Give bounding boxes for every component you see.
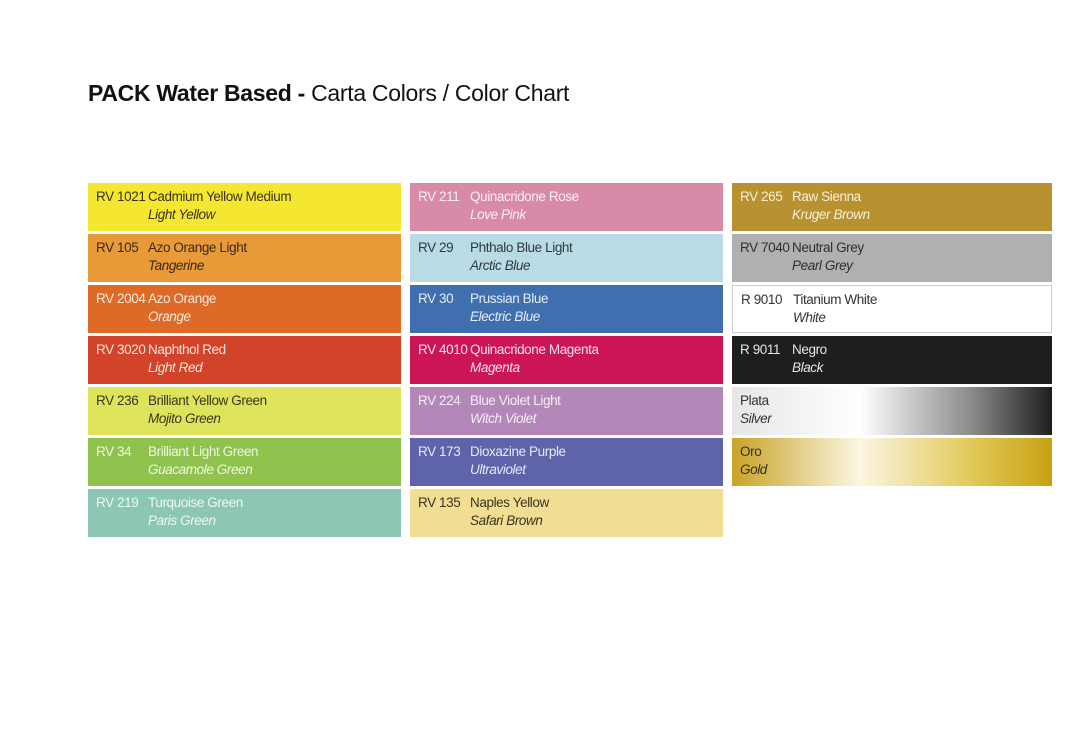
swatch-alias: Safari Brown xyxy=(470,513,543,528)
swatch-alias: Mojito Green xyxy=(148,411,221,426)
swatch-name: Phthalo Blue Light xyxy=(470,240,573,255)
swatch-code: RV 34 xyxy=(96,444,132,459)
swatch: RV 7040 Neutral Grey Pearl Grey xyxy=(732,234,1052,282)
swatch-name: Negro xyxy=(792,342,827,357)
swatch-alias: Orange xyxy=(148,309,191,324)
swatch: R 9011 Negro Black xyxy=(732,336,1052,384)
swatch-name: Neutral Grey xyxy=(792,240,864,255)
swatch-name: Blue Violet Light xyxy=(470,393,561,408)
swatch-code: Oro xyxy=(740,444,762,459)
swatch: RV 3020 Naphthol Red Light Red xyxy=(88,336,401,384)
swatch-name: Raw Sienna xyxy=(792,189,861,204)
swatch: Plata Silver xyxy=(732,387,1052,435)
swatch-code: RV 135 xyxy=(418,495,461,510)
swatch-alias: Guacamole Green xyxy=(148,462,253,477)
swatch-code: RV 30 xyxy=(418,291,454,306)
swatch: RV 224 Blue Violet Light Witch Violet xyxy=(410,387,723,435)
swatch-code: RV 7040 xyxy=(740,240,790,255)
swatch-code: RV 1021 xyxy=(96,189,146,204)
swatch: RV 265 Raw Sienna Kruger Brown xyxy=(732,183,1052,231)
swatch-code: RV 211 xyxy=(418,189,460,204)
swatch-alias: Pearl Grey xyxy=(792,258,853,273)
swatch-name: Naphthol Red xyxy=(148,342,226,357)
swatch-code: RV 105 xyxy=(96,240,139,255)
swatch-code: R 9010 xyxy=(741,292,783,307)
swatch-code: RV 224 xyxy=(418,393,461,408)
swatch: RV 2004 Azo Orange Orange xyxy=(88,285,401,333)
swatch: RV 1021 Cadmium Yellow Medium Light Yellow xyxy=(88,183,401,231)
swatch-alias: Light Yellow xyxy=(148,207,216,222)
swatch-alias: White xyxy=(793,310,826,325)
swatch-name: Cadmium Yellow Medium xyxy=(148,189,292,204)
swatch: R 9010 Titanium White White xyxy=(732,285,1052,333)
swatch-alias: Gold xyxy=(740,462,767,477)
swatch: RV 219 Turquoise Green Paris Green xyxy=(88,489,401,537)
swatch-name: Titanium White xyxy=(793,292,877,307)
swatch: RV 34 Brilliant Light Green Guacamole Gree… xyxy=(88,438,401,486)
swatch-alias: Magenta xyxy=(470,360,520,375)
swatch-code: Plata xyxy=(740,393,769,408)
swatch: Oro Gold xyxy=(732,438,1052,486)
swatch: RV 29 Phthalo Blue Light Arctic Blue xyxy=(410,234,723,282)
swatch-code: RV 2004 xyxy=(96,291,146,306)
swatch-name: Brilliant Light Green xyxy=(148,444,259,459)
swatch-alias: Ultraviolet xyxy=(470,462,526,477)
swatch-name: Brilliant Yellow Green xyxy=(148,393,267,408)
swatch-name: Quinacridone Magenta xyxy=(470,342,599,357)
title: PACK Water Based - Carta Colors / Color … xyxy=(88,80,569,107)
swatch-name: Prussian Blue xyxy=(470,291,549,306)
swatch: RV 211 Quinacridone Rose Love Pink xyxy=(410,183,723,231)
swatch-alias: Kruger Brown xyxy=(792,207,870,222)
swatch-code: RV 236 xyxy=(96,393,139,408)
swatch-code: RV 173 xyxy=(418,444,461,459)
swatch-alias: Electric Blue xyxy=(470,309,540,324)
swatch-code: RV 265 xyxy=(740,189,783,204)
swatch: RV 135 Naples Yellow Safari Brown xyxy=(410,489,723,537)
swatch-name: Naples Yellow xyxy=(470,495,549,510)
swatch: RV 4010 Quinacridone Magenta Magenta xyxy=(410,336,723,384)
swatch: RV 105 Azo Orange Light Tangerine xyxy=(88,234,401,282)
swatch-code: R 9011 xyxy=(740,342,781,357)
swatch-alias: Paris Green xyxy=(148,513,216,528)
swatch-name: Azo Orange xyxy=(148,291,217,306)
swatch-code: RV 29 xyxy=(418,240,454,255)
swatch-alias: Arctic Blue xyxy=(470,258,531,273)
title-bold: PACK Water Based - xyxy=(88,80,305,106)
swatch: RV 173 Dioxazine Purple Ultraviolet xyxy=(410,438,723,486)
swatch-alias: Love Pink xyxy=(470,207,526,222)
swatch-alias: Black xyxy=(792,360,824,375)
swatch-alias: Tangerine xyxy=(148,258,204,273)
swatch-name: Turquoise Green xyxy=(148,495,243,510)
swatch-name: Azo Orange Light xyxy=(148,240,247,255)
swatch-alias: Silver xyxy=(740,411,772,426)
swatch-name: Dioxazine Purple xyxy=(470,444,566,459)
swatch-name: Quinacridone Rose xyxy=(470,189,579,204)
swatch-code: RV 219 xyxy=(96,495,139,510)
swatch-alias: Witch Violet xyxy=(470,411,537,426)
swatch-code: RV 4010 xyxy=(418,342,468,357)
swatch-code: RV 3020 xyxy=(96,342,146,357)
swatch-alias: Light Red xyxy=(148,360,203,375)
title-rest: Carta Colors / Color Chart xyxy=(311,80,570,106)
swatch: RV 236 Brilliant Yellow Green Mojito Green xyxy=(88,387,401,435)
swatch: RV 30 Prussian Blue Electric Blue xyxy=(410,285,723,333)
